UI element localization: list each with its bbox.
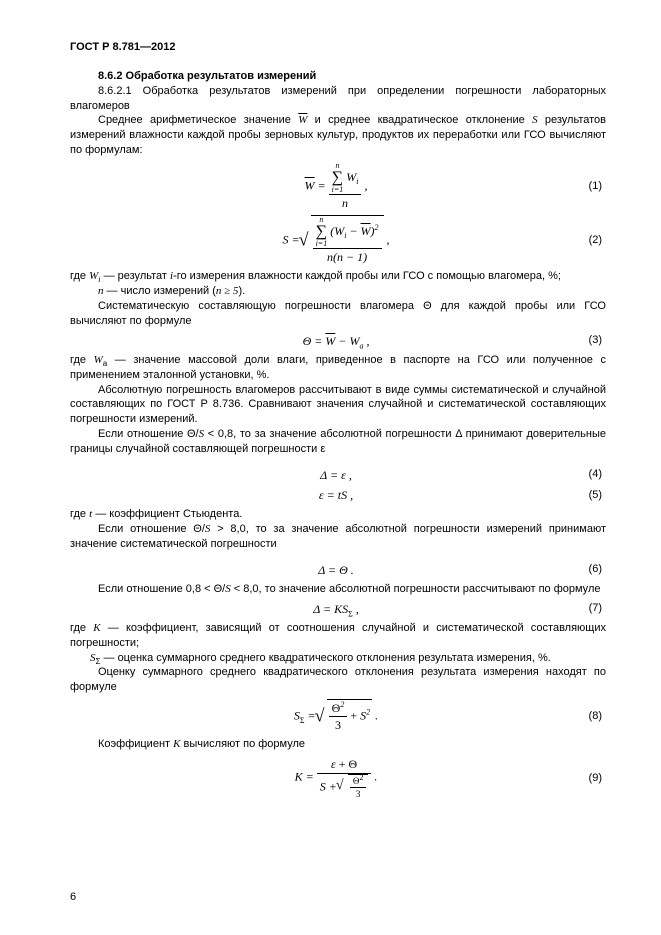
equation-6: Δ = Θ . (6)	[70, 562, 606, 578]
text: — число измерений (	[104, 285, 216, 297]
text: -го измерения влажности каждой пробы или…	[173, 270, 561, 282]
where-k: где K — коэффициент, зависящий от соотно…	[70, 621, 606, 651]
page: ГОСТ Р 8.781—2012 8.6.2 Обработка резуль…	[0, 0, 661, 935]
text: Если отношение 0,8 < Θ/	[98, 583, 225, 595]
eq9-exp: 2	[359, 773, 363, 782]
eq9-number: (9)	[377, 771, 606, 786]
eq3-lhs: Θ =	[303, 334, 326, 348]
para-ratio-mid: Если отношение 0,8 < Θ/S < 8,0, то значе…	[70, 582, 606, 597]
page-number: 6	[70, 890, 76, 905]
equation-3: Θ = W − Wa , (3)	[70, 333, 606, 349]
para-theta: Систематическую составляющую погрешности…	[70, 299, 606, 329]
eq1-num-var: W	[346, 170, 356, 184]
symbol-w: W	[94, 354, 103, 366]
equation-8: SΣ = Θ2 3 + S2 . (8)	[70, 699, 606, 733]
eq2-sum-bot: i=1	[316, 239, 328, 248]
symbol-k: K	[93, 622, 100, 634]
para-ratio-lt: Если отношение Θ/S < 0,8, то за значение…	[70, 427, 606, 457]
eq1-number: (1)	[367, 179, 606, 194]
eq1-den: n	[329, 195, 362, 211]
cond: n ≥ 5	[216, 285, 239, 297]
eq3-number: (3)	[369, 333, 606, 348]
eq3-a: W	[325, 334, 335, 348]
eq8-s-exp: 2	[366, 708, 370, 717]
eq2-exp: 2	[375, 223, 379, 232]
text: вычисляют по формуле	[180, 738, 305, 750]
where-t: где t — коэффициент Стьюдента.	[70, 507, 606, 522]
text: ).	[238, 285, 245, 297]
eq1-lhs: W	[305, 178, 315, 192]
text: и среднее квадратическое отклонение	[307, 114, 532, 126]
equation-1: W = n∑i=1 Wi n , (1)	[70, 162, 606, 211]
text: — коэффициент Стьюдента.	[92, 508, 242, 520]
eq3-b: W	[349, 334, 359, 348]
doc-header: ГОСТ Р 8.781—2012	[70, 40, 606, 55]
eq3-minus: −	[335, 334, 349, 348]
para-ratio-gt: Если отношение Θ/S > 8,0, то за значение…	[70, 522, 606, 552]
text: — коэффициент, зависящий от соотношения …	[70, 622, 606, 649]
eq6-number: (6)	[354, 562, 606, 577]
eq2-number: (2)	[390, 233, 606, 248]
eq8-plus: +	[347, 709, 360, 723]
symbol-w: W	[89, 270, 98, 282]
eq1-num-sub: i	[356, 177, 358, 186]
where-wa: где Wa — значение массовой доли влаги, п…	[70, 353, 606, 383]
eq8-exp: 2	[340, 700, 344, 709]
eq2-term-a: W	[334, 224, 344, 238]
eq9-den3: 3	[350, 788, 367, 800]
para-abs-err: Абсолютную погрешность влагомеров рассчи…	[70, 383, 606, 428]
eq2-den-b: (n − 1)	[333, 250, 367, 264]
eq2-term-a-sub: i	[344, 231, 346, 240]
where-ssigma: SΣ — оценка суммарного среднего квадрати…	[70, 651, 606, 666]
eq7-lhs: Δ =	[313, 602, 334, 616]
eq2-term-b: W	[361, 224, 371, 238]
text: — результат	[101, 270, 170, 282]
text: где	[70, 508, 89, 520]
text: < 8,0, то значение абсолютной погрешност…	[231, 583, 601, 595]
para-k-calc: Коэффициент K вычисляют по формуле	[70, 737, 606, 752]
equation-2: S = n∑i=1 (Wi − W)2 n(n − 1) , (2)	[70, 215, 606, 265]
equation-4: Δ = ε , (4)	[70, 467, 606, 483]
text: — значение массовой доли влаги, приведен…	[70, 354, 606, 381]
eq7-k: KS	[334, 602, 348, 616]
text: Если отношение Θ/	[98, 523, 205, 535]
text: — оценка суммарного среднего квадратичес…	[100, 652, 550, 664]
eq6-body: Δ = Θ .	[318, 562, 354, 578]
eq9-lhs: K =	[295, 770, 317, 784]
where-wi: где Wi — результат i-го измерения влажно…	[70, 269, 606, 284]
para-ssigma-calc: Оценку суммарного среднего квадратическо…	[70, 665, 606, 695]
eq2-lhs: S =	[282, 232, 299, 246]
eq8-number: (8)	[378, 709, 606, 724]
eq4-number: (4)	[352, 467, 606, 482]
para-mean-intro: Среднее арифметическое значение W и сред…	[70, 113, 606, 158]
text: где	[70, 354, 94, 366]
section-title: 8.6.2 Обработка результатов измерений	[70, 69, 606, 84]
eq5-body: ε = tS ,	[319, 487, 353, 503]
eq5-number: (5)	[353, 488, 606, 503]
text: Среднее арифметическое значение	[98, 114, 298, 126]
where-n: n — число измерений (n ≥ 5).	[70, 284, 606, 299]
eq7-number: (7)	[359, 601, 606, 616]
equation-5: ε = tS , (5)	[70, 487, 606, 503]
eq4-body: Δ = ε ,	[320, 467, 352, 483]
text: Если отношение Θ/	[98, 428, 199, 440]
para-8621: 8.6.2.1 Обработка результатов измерений …	[70, 84, 606, 114]
equation-7: Δ = KSΣ , (7)	[70, 601, 606, 617]
symbol-w-bar: W	[298, 114, 307, 126]
text: Коэффициент	[98, 738, 173, 750]
eq8-den3: 3	[329, 717, 348, 733]
text: где	[70, 270, 89, 282]
equation-9: K = ε + Θ S + Θ2 3 . (9)	[70, 756, 606, 799]
eq1-sum-bot: i=1	[332, 185, 344, 194]
text: где	[70, 622, 93, 634]
